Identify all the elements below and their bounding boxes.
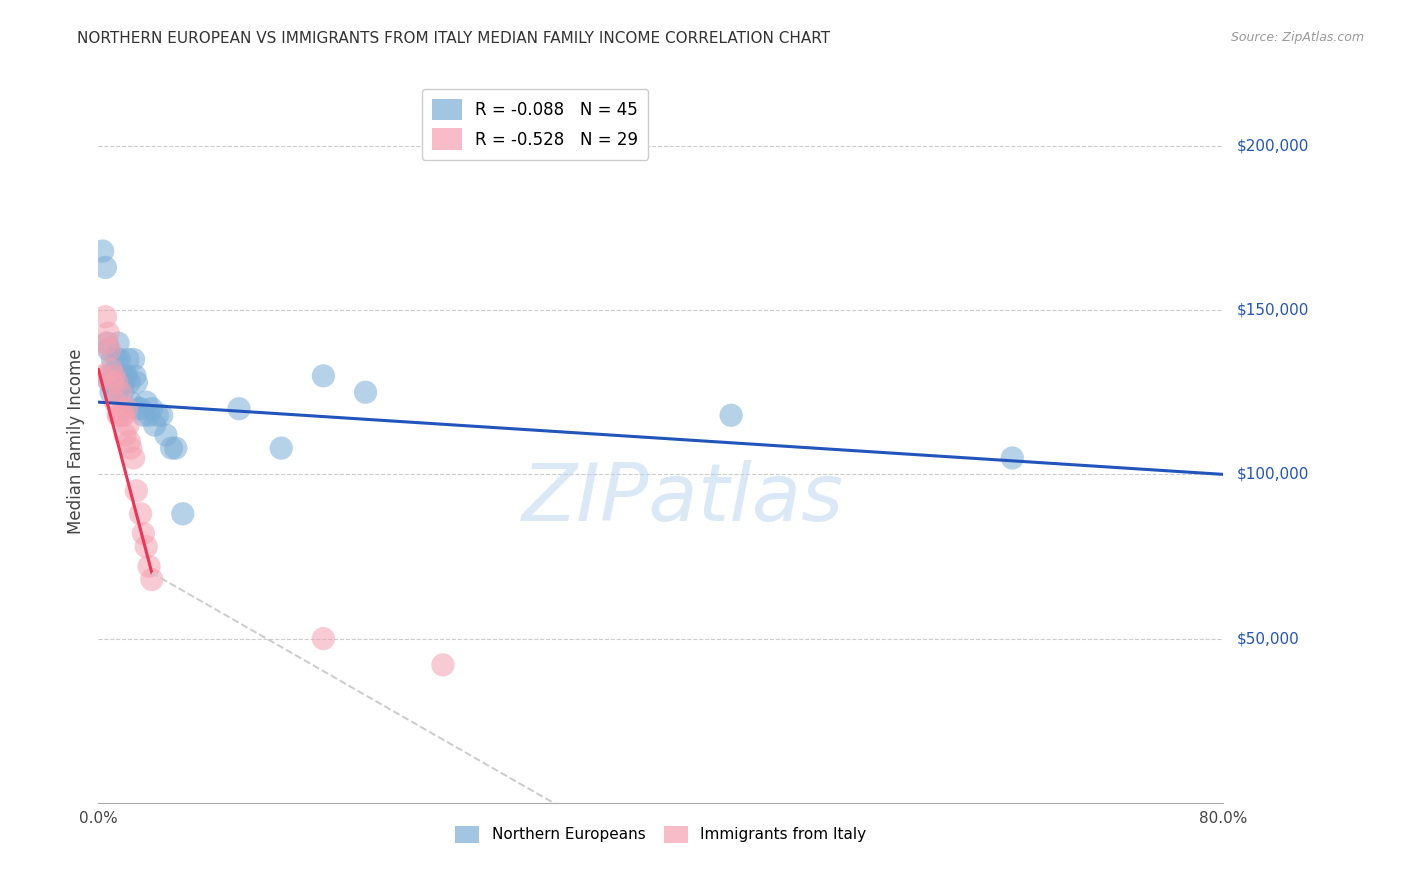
Point: [101, 368, 124, 383]
Point: [103, 368, 125, 383]
Y-axis label: Median Family Income: Median Family Income: [66, 349, 84, 534]
Point: [172, 507, 194, 521]
Point: [125, 376, 148, 390]
Text: $100,000: $100,000: [1237, 467, 1309, 482]
Text: NORTHERN EUROPEAN VS IMMIGRANTS FROM ITALY MEDIAN FAMILY INCOME CORRELATION CHAR: NORTHERN EUROPEAN VS IMMIGRANTS FROM ITA…: [77, 31, 831, 46]
Point: [125, 483, 148, 498]
Point: [228, 401, 250, 416]
Point: [115, 401, 138, 416]
Point: [118, 434, 141, 449]
Point: [91, 368, 114, 383]
Point: [138, 559, 160, 574]
Point: [96, 336, 118, 351]
Point: [312, 368, 335, 383]
Point: [110, 368, 132, 383]
Point: [124, 368, 146, 383]
Point: [146, 409, 169, 423]
Text: Source: ZipAtlas.com: Source: ZipAtlas.com: [1230, 31, 1364, 45]
Point: [117, 352, 139, 367]
Point: [100, 362, 122, 376]
Point: [132, 526, 155, 541]
Point: [104, 395, 127, 409]
Point: [165, 441, 187, 455]
Point: [104, 376, 127, 390]
Point: [107, 336, 129, 351]
Point: [97, 368, 120, 383]
Point: [120, 395, 142, 409]
Point: [129, 401, 152, 416]
Point: [105, 376, 128, 390]
Point: [127, 401, 149, 416]
Point: [97, 343, 120, 357]
Point: [111, 409, 134, 423]
Point: [111, 385, 134, 400]
Point: [115, 368, 138, 383]
Point: [98, 376, 121, 390]
Point: [135, 540, 157, 554]
Point: [143, 418, 166, 433]
Point: [155, 428, 177, 442]
Point: [94, 260, 117, 275]
Point: [108, 409, 131, 423]
Point: [141, 573, 163, 587]
Text: $150,000: $150,000: [1237, 302, 1309, 318]
Point: [100, 385, 122, 400]
Point: [105, 385, 128, 400]
Point: [118, 376, 141, 390]
Text: ZIPatlas: ZIPatlas: [522, 460, 845, 539]
Text: $50,000: $50,000: [1237, 632, 1301, 646]
Point: [354, 385, 377, 400]
Point: [117, 418, 139, 433]
Point: [91, 244, 114, 258]
Point: [432, 657, 454, 672]
Point: [112, 376, 135, 390]
Point: [114, 368, 136, 383]
Point: [312, 632, 335, 646]
Text: $200,000: $200,000: [1237, 138, 1309, 153]
Point: [270, 441, 292, 455]
Point: [1001, 450, 1024, 465]
Point: [135, 395, 157, 409]
Point: [108, 352, 131, 367]
Point: [114, 428, 136, 442]
Point: [97, 326, 120, 341]
Point: [110, 385, 132, 400]
Point: [96, 336, 118, 351]
Point: [98, 343, 121, 357]
Point: [120, 441, 142, 455]
Point: [107, 409, 129, 423]
Point: [129, 507, 152, 521]
Point: [112, 409, 135, 423]
Legend: Northern Europeans, Immigrants from Italy: Northern Europeans, Immigrants from Ital…: [449, 820, 873, 849]
Point: [160, 441, 183, 455]
Point: [122, 450, 145, 465]
Point: [105, 352, 128, 367]
Point: [103, 368, 125, 383]
Point: [122, 352, 145, 367]
Point: [132, 409, 155, 423]
Point: [94, 310, 117, 324]
Point: [720, 409, 742, 423]
Point: [141, 401, 163, 416]
Point: [138, 409, 160, 423]
Point: [150, 409, 173, 423]
Point: [101, 376, 124, 390]
Point: [101, 352, 124, 367]
